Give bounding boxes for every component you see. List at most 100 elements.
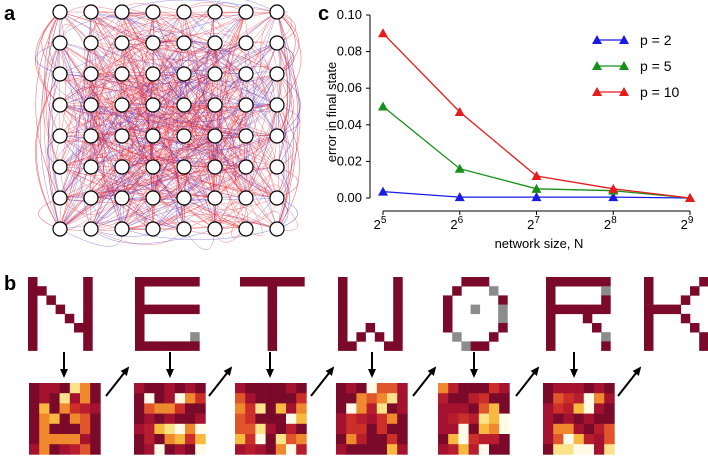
state-pixel (164, 413, 176, 425)
state-pixel (185, 413, 196, 425)
state-pixel (489, 393, 500, 404)
state-pixel (195, 423, 206, 435)
state-pixel (39, 423, 50, 435)
network-edge (90, 228, 185, 245)
network-edge (90, 135, 185, 230)
state-pixel (235, 383, 246, 394)
noisy-state-N (29, 383, 101, 455)
state-pixel (235, 403, 246, 414)
network-node (52, 97, 68, 113)
network-node (238, 97, 254, 113)
letter-pixel (644, 304, 654, 315)
state-pixel (174, 383, 186, 394)
network-node (176, 190, 192, 206)
state-pixel (397, 444, 408, 455)
state-pixel (336, 444, 347, 455)
state-pixel (174, 444, 186, 455)
state-pixel (296, 434, 307, 445)
network-edge (59, 42, 66, 137)
state-pixel (286, 393, 297, 404)
state-pixel (275, 413, 287, 425)
letter-pixel (240, 277, 250, 287)
state-pixel (235, 423, 246, 435)
network-edges (34, 0, 302, 250)
state-pixel (90, 423, 101, 435)
letter-pixel (162, 304, 173, 315)
state-pixel (49, 423, 60, 435)
state-pixel (39, 403, 50, 414)
state-pixel (164, 403, 176, 414)
network-edge (59, 73, 247, 199)
data-point (454, 163, 465, 173)
data-point (378, 28, 388, 38)
legend-label: p = 10 (640, 84, 680, 100)
letter-pixel (498, 323, 508, 333)
letter-pixel (249, 277, 259, 287)
data-point (454, 192, 465, 202)
state-pixel (144, 403, 155, 414)
state-pixel (265, 434, 277, 445)
state-pixel (195, 444, 206, 455)
network-node (238, 128, 254, 144)
network-edge (90, 11, 154, 137)
state-pixel (134, 423, 145, 435)
state-pixel (49, 444, 60, 455)
network-edge (276, 42, 301, 199)
network-edge (90, 73, 216, 84)
state-pixel (448, 403, 459, 414)
state-pixel (448, 423, 459, 435)
state-pixel (478, 423, 490, 435)
data-point (454, 106, 465, 116)
network-edge (121, 73, 278, 168)
state-pixel (489, 413, 500, 425)
network-edge (36, 73, 61, 230)
state-pixel (245, 413, 256, 425)
network-edge (54, 135, 92, 199)
noisy-state-O (438, 383, 510, 455)
network-node (176, 66, 192, 82)
network-node (145, 66, 161, 82)
letter-pixel (135, 332, 145, 342)
state-pixel (286, 444, 297, 455)
letter-pixel (601, 295, 611, 305)
letter-pixel (135, 295, 145, 305)
state-pixel (376, 403, 388, 414)
diagonal-arrow (515, 366, 540, 397)
state-pixel (265, 383, 277, 394)
state-pixel (275, 383, 287, 394)
network-node (83, 4, 99, 20)
state-pixel (296, 403, 307, 414)
state-pixel (286, 383, 297, 394)
diagonal-arrow (412, 366, 437, 397)
network-node (207, 66, 223, 82)
letter-pixel (393, 286, 403, 296)
network-edge (245, 73, 278, 199)
noisy-states (29, 383, 615, 455)
diagonal-arrow (310, 366, 335, 397)
state-pixel (376, 413, 388, 425)
state-pixel (174, 403, 186, 414)
noisy-state-R (543, 383, 615, 455)
state-pixel (346, 393, 357, 404)
state-pixel (265, 403, 277, 414)
network-edge (276, 73, 287, 199)
network-edge (59, 42, 216, 168)
network-edge (276, 11, 300, 75)
network-edge (59, 42, 185, 199)
letter-pixel (144, 277, 154, 287)
state-pixel (468, 413, 480, 425)
state-pixel (604, 423, 615, 435)
state-pixel (458, 413, 469, 425)
network-edge (228, 11, 247, 106)
state-pixel (245, 444, 256, 455)
letter-pixel (83, 323, 93, 333)
network-node (207, 4, 223, 20)
state-pixel (286, 403, 297, 414)
state-pixel (356, 444, 367, 455)
state-pixel (134, 393, 145, 404)
state-pixel (346, 413, 357, 425)
network-node (114, 66, 130, 82)
network-edge (121, 11, 247, 16)
state-pixel (553, 423, 564, 435)
network-edge (59, 104, 123, 146)
